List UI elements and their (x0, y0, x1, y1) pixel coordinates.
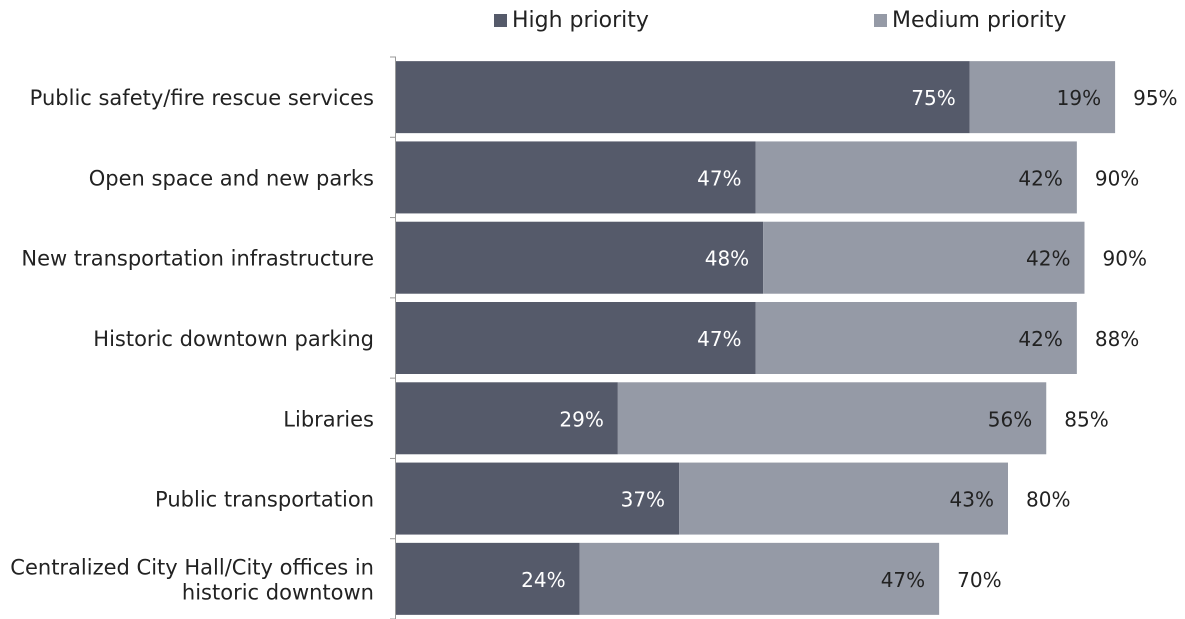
legend-medium-label: Medium priority (892, 8, 1067, 33)
data-label-medium: 42% (1018, 327, 1062, 351)
data-label-high: 24% (521, 568, 565, 592)
category-label: Libraries (283, 407, 374, 431)
legend-high: High priority (494, 8, 649, 33)
bar-high-priority (396, 302, 756, 374)
data-label-medium: 19% (1057, 86, 1101, 110)
category-label-line: New transportation infrastructure (21, 247, 374, 271)
data-label-total: 85% (1064, 407, 1108, 431)
category-label: New transportation infrastructure (21, 247, 374, 271)
data-label-total: 70% (957, 568, 1001, 592)
data-label-high: 48% (705, 247, 749, 271)
category-label-line: Open space and new parks (89, 166, 374, 190)
category-label-line: Public transportation (155, 488, 374, 512)
data-label-medium: 56% (988, 407, 1032, 431)
bar-medium-priority (617, 382, 1047, 455)
category-label-line: Libraries (283, 407, 374, 431)
legend-medium: Medium priority (874, 8, 1066, 33)
bar-high-priority (396, 221, 764, 294)
bar-high-priority (396, 542, 580, 615)
bar-high-priority (396, 382, 618, 455)
data-label-high: 29% (559, 407, 603, 431)
bar-high-priority (396, 141, 756, 214)
data-label-medium: 43% (950, 488, 994, 512)
bar-medium-priority (755, 141, 1077, 214)
data-label-total: 90% (1095, 166, 1139, 190)
data-label-total: 88% (1095, 327, 1139, 351)
category-label: Public transportation (155, 488, 374, 512)
legend-high-label: High priority (512, 8, 649, 33)
category-label: Public safety/fire rescue services (30, 86, 374, 110)
bar-high-priority (396, 61, 970, 134)
data-label-high: 37% (621, 488, 665, 512)
category-label-line: Historic downtown parking (93, 327, 374, 351)
category-label: Centralized City Hall/City offices in his… (10, 555, 374, 604)
category-label: Open space and new parks (89, 166, 374, 190)
category-label-line: Centralized City Hall/City offices in (10, 555, 374, 579)
data-label-high: 75% (911, 86, 955, 110)
bar-medium-priority (969, 61, 1116, 134)
data-label-total: 95% (1133, 86, 1177, 110)
data-label-total: 80% (1026, 488, 1070, 512)
legend-medium-swatch (874, 14, 887, 27)
data-label-medium: 42% (1018, 166, 1062, 190)
bar-medium-priority (679, 462, 1008, 535)
category-label-line: Public safety/fire rescue services (30, 86, 374, 110)
legend-high-swatch (494, 14, 507, 27)
bar-medium-priority (579, 542, 940, 615)
category-label: Historic downtown parking (93, 327, 374, 351)
category-label-line: historic downtown (182, 580, 374, 604)
data-label-high: 47% (697, 327, 741, 351)
bar-medium-priority (755, 302, 1077, 374)
data-label-medium: 42% (1026, 247, 1070, 271)
data-label-total: 90% (1103, 247, 1147, 271)
bar-high-priority (396, 462, 680, 535)
bar-medium-priority (763, 221, 1085, 294)
data-label-high: 47% (697, 166, 741, 190)
data-label-medium: 47% (881, 568, 925, 592)
